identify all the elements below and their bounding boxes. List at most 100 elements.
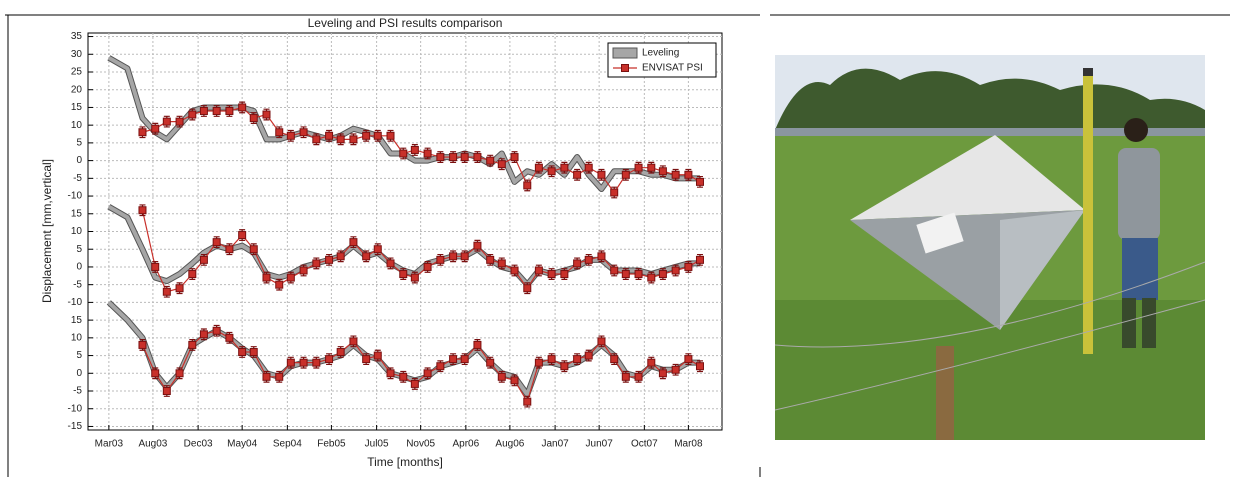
psi-point bbox=[450, 356, 457, 363]
psi-point bbox=[313, 136, 320, 143]
psi-point bbox=[524, 398, 531, 405]
psi-point bbox=[200, 331, 207, 338]
psi-point bbox=[424, 150, 431, 157]
psi-point bbox=[524, 285, 531, 292]
psi-point bbox=[152, 370, 159, 377]
psi-point bbox=[635, 271, 642, 278]
y-tick-label: 10 bbox=[71, 332, 83, 343]
psi-point bbox=[511, 377, 518, 384]
psi-point bbox=[387, 260, 394, 267]
psi-point bbox=[498, 260, 505, 267]
psi-point bbox=[374, 352, 381, 359]
psi-point bbox=[461, 154, 468, 161]
x-tick-label: Jun07 bbox=[586, 439, 614, 450]
x-tick-label: Mar03 bbox=[95, 439, 124, 450]
y-tick-label: 15 bbox=[71, 102, 83, 113]
psi-point bbox=[350, 239, 357, 246]
psi-point bbox=[139, 129, 146, 136]
psi-point bbox=[152, 125, 159, 132]
psi-point bbox=[635, 373, 642, 380]
psi-point bbox=[189, 341, 196, 348]
psi-point bbox=[226, 246, 233, 253]
psi-point bbox=[574, 260, 581, 267]
y-tick-label: 15 bbox=[71, 315, 83, 326]
psi-point bbox=[535, 359, 542, 366]
y-tick-label: -5 bbox=[73, 279, 82, 290]
psi-point bbox=[139, 341, 146, 348]
psi-point bbox=[200, 107, 207, 114]
psi-point bbox=[598, 171, 605, 178]
psi-point bbox=[189, 111, 196, 118]
psi-point bbox=[648, 359, 655, 366]
psi-point bbox=[585, 256, 592, 263]
y-tick-label: 5 bbox=[76, 350, 82, 361]
x-tick-label: Oct07 bbox=[631, 439, 658, 450]
psi-point bbox=[287, 359, 294, 366]
psi-point bbox=[239, 349, 246, 356]
psi-point bbox=[213, 107, 220, 114]
y-tick-label: 0 bbox=[76, 262, 82, 273]
psi-point bbox=[461, 253, 468, 260]
psi-point bbox=[263, 373, 270, 380]
psi-point bbox=[437, 363, 444, 370]
psi-point bbox=[326, 132, 333, 139]
psi-point bbox=[696, 256, 703, 263]
x-tick-label: Jan07 bbox=[541, 439, 569, 450]
psi-point bbox=[487, 359, 494, 366]
psi-point bbox=[474, 341, 481, 348]
psi-point bbox=[350, 338, 357, 345]
psi-point bbox=[263, 274, 270, 281]
psi-point bbox=[574, 171, 581, 178]
psi-point bbox=[152, 263, 159, 270]
psi-point bbox=[400, 271, 407, 278]
photo bbox=[775, 55, 1205, 440]
psi-point bbox=[287, 274, 294, 281]
psi-point bbox=[548, 271, 555, 278]
psi-point bbox=[598, 253, 605, 260]
psi-point bbox=[548, 168, 555, 175]
psi-point bbox=[696, 178, 703, 185]
y-tick-label: -10 bbox=[68, 403, 83, 414]
psi-point bbox=[585, 352, 592, 359]
psi-point bbox=[474, 154, 481, 161]
psi-point bbox=[350, 136, 357, 143]
psi-point bbox=[163, 118, 170, 125]
psi-point bbox=[176, 370, 183, 377]
psi-point bbox=[239, 104, 246, 111]
psi-point bbox=[239, 232, 246, 239]
psi-point bbox=[685, 171, 692, 178]
psi-point bbox=[250, 349, 257, 356]
psi-point bbox=[574, 356, 581, 363]
psi-point bbox=[387, 132, 394, 139]
psi-point bbox=[424, 263, 431, 270]
psi-point bbox=[374, 246, 381, 253]
psi-point bbox=[313, 260, 320, 267]
psi-point bbox=[498, 373, 505, 380]
psi-point bbox=[400, 150, 407, 157]
psi-point bbox=[622, 171, 629, 178]
psi-point bbox=[498, 161, 505, 168]
psi-point bbox=[411, 380, 418, 387]
psi-point bbox=[276, 281, 283, 288]
y-tick-label: 5 bbox=[76, 138, 82, 149]
x-tick-label: Sep04 bbox=[273, 439, 302, 450]
psi-point bbox=[635, 164, 642, 171]
psi-point bbox=[672, 267, 679, 274]
psi-point bbox=[276, 129, 283, 136]
psi-point bbox=[487, 256, 494, 263]
psi-point bbox=[524, 182, 531, 189]
psi-point bbox=[326, 256, 333, 263]
psi-point bbox=[139, 207, 146, 214]
psi-point bbox=[250, 246, 257, 253]
psi-point bbox=[400, 373, 407, 380]
y-tick-label: -5 bbox=[73, 386, 82, 397]
x-tick-label: Aug03 bbox=[138, 439, 167, 450]
legend-label: ENVISAT PSI bbox=[642, 63, 703, 74]
psi-point bbox=[535, 164, 542, 171]
psi-point bbox=[672, 366, 679, 373]
psi-point bbox=[363, 253, 370, 260]
psi-point bbox=[200, 256, 207, 263]
psi-point bbox=[337, 136, 344, 143]
psi-point bbox=[450, 253, 457, 260]
psi-point bbox=[313, 359, 320, 366]
